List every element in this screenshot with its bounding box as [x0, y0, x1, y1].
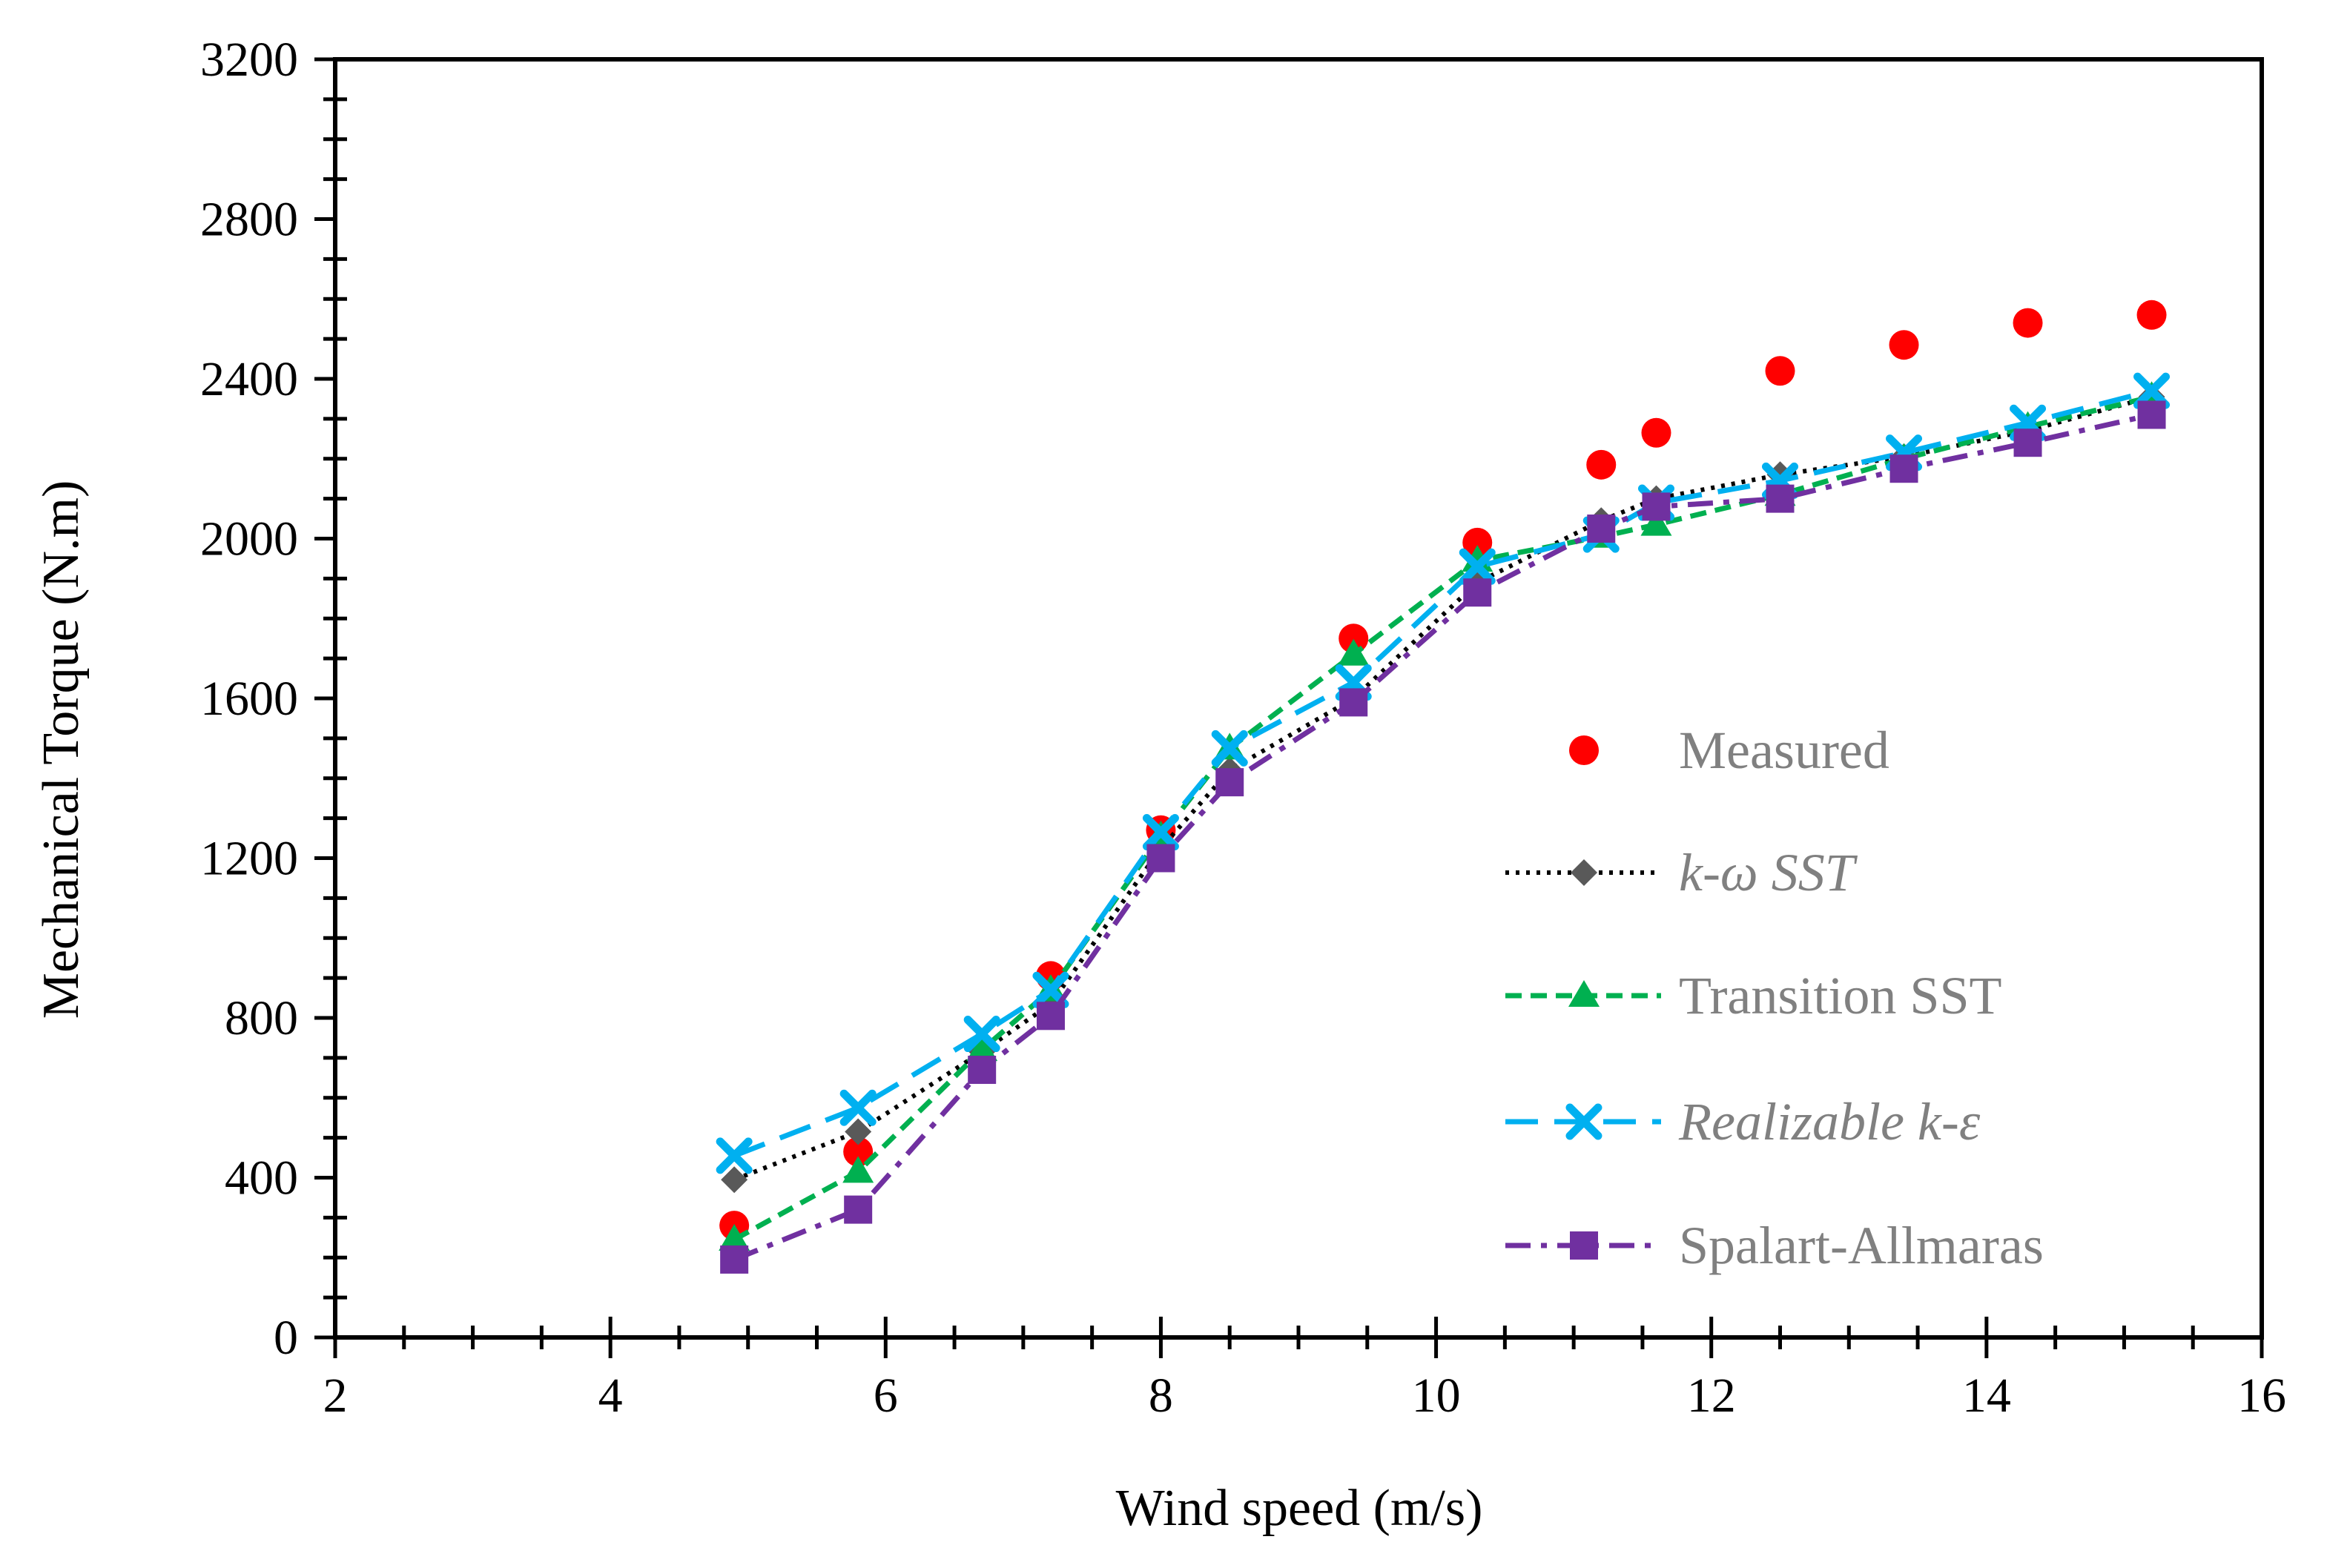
data-point-k-sst [845, 1118, 872, 1145]
data-point-spalart-allmaras [1587, 515, 1616, 543]
data-point-spalart-allmaras [720, 1245, 749, 1274]
data-point-spalart-allmaras [1889, 454, 1918, 483]
data-point-spalart-allmaras [1463, 578, 1492, 607]
x-tick-label: 2 [323, 1369, 348, 1423]
data-point-realizable-k [1142, 813, 1179, 850]
data-point-measured [1462, 527, 1493, 558]
legend-marker [1565, 1103, 1603, 1140]
data-point-spalart-allmaras [1339, 688, 1368, 717]
data-point-spalart-allmaras [1642, 492, 1671, 521]
y-tick-label: 2800 [200, 193, 298, 247]
legend-item-k-sst: k-ω SST [1505, 843, 1858, 902]
data-point-transition-sst [1462, 545, 1493, 572]
y-tick-label: 2400 [200, 352, 298, 406]
data-point-realizable-k [1459, 548, 1496, 585]
series-layer [716, 300, 2171, 1274]
legend-item-measured: Measured [1569, 721, 1889, 780]
x-tick-label: 10 [1412, 1369, 1461, 1423]
data-point-measured [2013, 308, 2043, 338]
legend-label: Spalart-Allmaras [1679, 1216, 2044, 1275]
y-tick-label: 2000 [200, 512, 298, 566]
data-point-spalart-allmaras [1036, 1002, 1065, 1031]
legend-marker [1571, 859, 1597, 886]
legend-label: Realizable k-ε [1678, 1092, 1981, 1151]
data-point-realizable-k [963, 1016, 1000, 1053]
series-line-k-sst [733, 394, 2153, 1182]
data-point-spalart-allmaras [1215, 768, 1244, 797]
x-tick-label: 6 [874, 1369, 898, 1423]
series-line-realizable-k [733, 388, 2153, 1159]
data-point-realizable-k [1211, 730, 1248, 767]
legend-item-transition-sst: Transition SST [1505, 966, 2001, 1025]
data-point-realizable-k [839, 1089, 877, 1126]
data-point-transition-sst [1640, 509, 1672, 536]
data-point-k-sst [721, 1166, 748, 1194]
data-point-spalart-allmaras [968, 1056, 997, 1085]
data-point-realizable-k [2133, 372, 2171, 409]
data-point-measured [1641, 417, 1671, 448]
y-tick-label: 3200 [200, 33, 298, 87]
x-axis-title: Wind speed (m/s) [1116, 1480, 1483, 1537]
y-tick-label: 400 [225, 1151, 298, 1205]
data-point-transition-sst [966, 1034, 998, 1062]
axes: 2 4 6 8 10 12 14 16 0 400 800 1200 1600 2000 2400 2800 3… [200, 33, 2286, 1423]
data-point-measured [1889, 330, 1919, 360]
y-tick-label: 1200 [200, 832, 298, 886]
series-spalart-allmaras [720, 400, 2166, 1274]
y-tick-label: 0 [274, 1311, 298, 1365]
legend-item-spalart-allmaras: Spalart-Allmaras [1505, 1216, 2044, 1275]
legend-label: Measured [1679, 721, 1889, 780]
x-tick-label: 12 [1687, 1369, 1736, 1423]
data-point-measured [843, 1137, 874, 1167]
data-point-measured [1586, 449, 1617, 480]
data-point-spalart-allmaras [1766, 484, 1795, 513]
x-tick-label: 16 [2237, 1369, 2286, 1423]
data-point-spalart-allmaras [1146, 844, 1175, 873]
data-point-realizable-k [716, 1137, 753, 1174]
series-realizable-k [716, 372, 2171, 1174]
legend-item-realizable-k: Realizable k-ε [1505, 1092, 1981, 1151]
y-tick-label: 1600 [200, 672, 298, 726]
legend-label: k-ω SST [1679, 843, 1858, 902]
series-k-sst [721, 383, 2165, 1194]
data-point-spalart-allmaras [2137, 400, 2166, 429]
x-tick-label: 8 [1149, 1369, 1173, 1423]
y-axis-title: Mechanical Torque (N.m) [33, 480, 90, 1019]
data-point-measured [1765, 356, 1795, 386]
legend-label: Transition SST [1679, 966, 2001, 1025]
x-tick-label: 4 [598, 1369, 623, 1423]
data-point-spalart-allmaras [844, 1195, 873, 1224]
legend-marker [1569, 735, 1599, 765]
y-tick-label: 800 [225, 991, 298, 1045]
data-point-transition-sst [1338, 638, 1370, 666]
x-tick-label: 14 [1962, 1369, 2011, 1423]
legend-marker [1568, 980, 1600, 1007]
legend-marker [1570, 1231, 1598, 1260]
data-point-transition-sst [842, 1156, 874, 1183]
data-point-transition-sst [719, 1224, 750, 1251]
data-point-spalart-allmaras [2013, 429, 2042, 457]
data-point-measured [2136, 300, 2167, 330]
legend: Measured k-ω SST Transition SST Realizable … [1505, 721, 2044, 1275]
